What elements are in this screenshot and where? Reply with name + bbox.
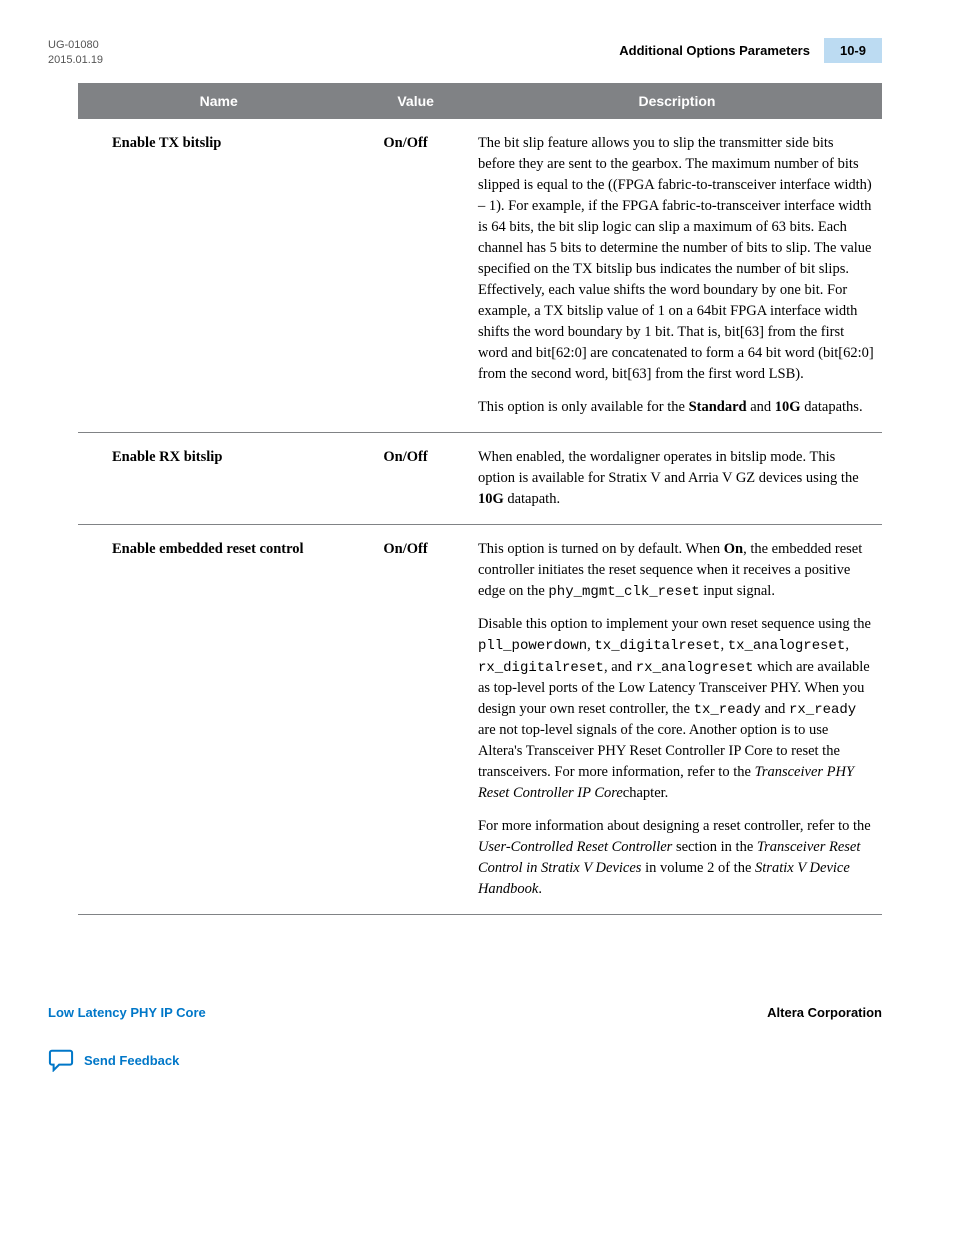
section-title: Additional Options Parameters — [619, 43, 810, 58]
table-row: Enable TX bitslipOn/OffThe bit slip feat… — [78, 119, 882, 433]
feedback-label: Send Feedback — [84, 1053, 179, 1068]
section-meta: Additional Options Parameters 10-9 — [619, 38, 882, 63]
col-name: Name — [78, 83, 359, 119]
cell-value: On/Off — [359, 119, 472, 433]
col-value: Value — [359, 83, 472, 119]
page-number: 10-9 — [824, 38, 882, 63]
cell-description: When enabled, the wordaligner operates i… — [472, 432, 882, 524]
col-description: Description — [472, 83, 882, 119]
page-header: UG-01080 2015.01.19 Additional Options P… — [48, 38, 882, 69]
doc-meta: UG-01080 2015.01.19 — [48, 38, 103, 69]
cell-value: On/Off — [359, 432, 472, 524]
page-footer: Low Latency PHY IP Core Altera Corporati… — [48, 1005, 882, 1020]
footer-left-link[interactable]: Low Latency PHY IP Core — [48, 1005, 206, 1020]
cell-name: Enable embedded reset control — [78, 525, 359, 915]
cell-description: This option is turned on by default. Whe… — [472, 525, 882, 915]
feedback-icon — [48, 1048, 74, 1072]
table-row: Enable embedded reset controlOn/OffThis … — [78, 525, 882, 915]
cell-value: On/Off — [359, 525, 472, 915]
options-table: Name Value Description Enable TX bitslip… — [78, 83, 882, 916]
table-row: Enable RX bitslipOn/OffWhen enabled, the… — [78, 432, 882, 524]
cell-description: The bit slip feature allows you to slip … — [472, 119, 882, 433]
cell-name: Enable TX bitslip — [78, 119, 359, 433]
cell-name: Enable RX bitslip — [78, 432, 359, 524]
doc-date: 2015.01.19 — [48, 53, 103, 68]
send-feedback-link[interactable]: Send Feedback — [48, 1048, 882, 1072]
footer-right: Altera Corporation — [767, 1005, 882, 1020]
doc-id: UG-01080 — [48, 38, 103, 53]
